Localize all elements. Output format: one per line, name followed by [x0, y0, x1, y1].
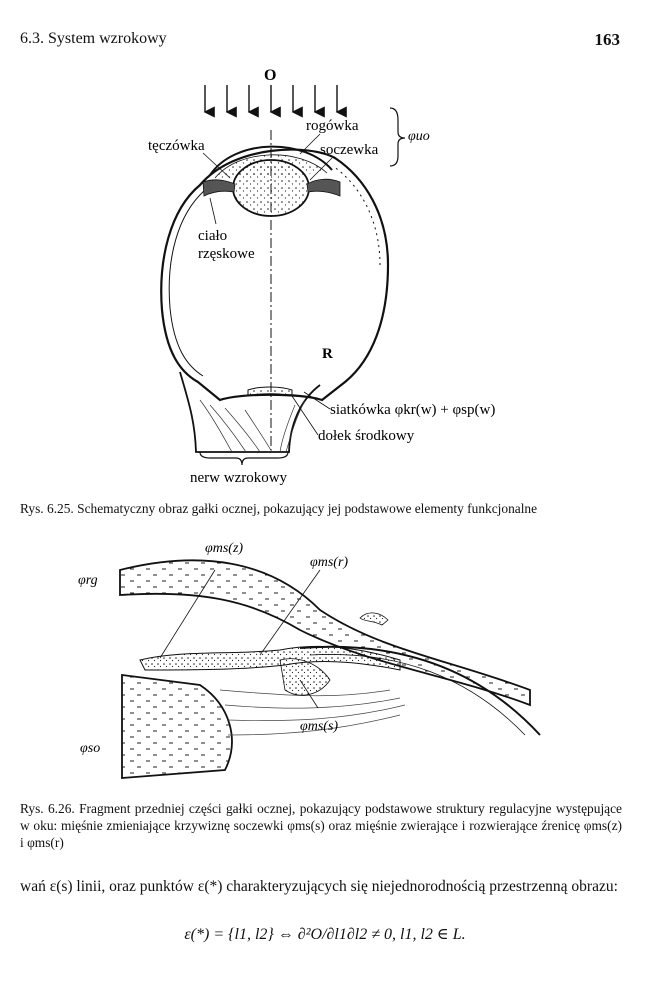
label-rzeskowe: rzęskowe [198, 246, 255, 262]
iris-right [306, 178, 341, 197]
cornea [209, 145, 333, 176]
label-phi-rg: φrg [78, 573, 98, 588]
label-phi-ms-z: φms(z) [205, 541, 243, 556]
figure-eye-schematic: O tęczówka rogówka soczewka φuo ciało rz… [148, 67, 495, 486]
body-paragraph: wań ε(s) linii, oraz punktów ε(*) charak… [20, 878, 618, 895]
iris-left [202, 179, 236, 197]
formula-line: ε(*) = {l1, l2} ⇔ ∂²O/∂l1∂l2 ≠ 0, l1, l2… [0, 924, 650, 968]
brace-uo [389, 107, 406, 167]
figure-anterior-fragment: φms(z) φms(r) φms(s) φrg φso [78, 541, 541, 779]
figure1-caption: Rys. 6.25. Schematyczny obraz gałki oczn… [20, 501, 538, 516]
label-rogowka: rogówka [306, 118, 359, 134]
nerve-fibers [199, 399, 306, 453]
label-dolek: dołek środkowy [318, 428, 415, 444]
brace-nerw [199, 451, 289, 466]
label-teczowka: tęczówka [148, 138, 205, 154]
label-siatkowka: siatkówka φkr(w) + φsp(w) [330, 402, 495, 418]
figure2-caption: Rys. 6.26. Fragment przedniej części gał… [20, 801, 622, 850]
sclera-tuft [359, 612, 389, 626]
label-phi-so: φso [80, 741, 100, 756]
section-title: 6.3. System wzrokowy [20, 30, 167, 47]
ciliary-process [279, 658, 331, 696]
ciliary-body [121, 673, 233, 779]
formula: ε(*) = {l1, l2} ⇔ ∂²O/∂l1∂l2 ≠ 0, l1, l2… [184, 926, 466, 943]
eyeball-outline [160, 148, 390, 402]
label-R: R [322, 346, 333, 362]
label-O: O [264, 67, 276, 84]
label-nerw: nerw wzrokowy [190, 470, 288, 486]
label-soczewka: soczewka [320, 142, 379, 158]
label-phi-uo: φuo [408, 129, 430, 144]
incident-light-arrows [203, 85, 347, 118]
iris-band [139, 645, 401, 671]
label-phi-ms-s: φms(s) [300, 719, 338, 734]
label-cialo: ciało [198, 228, 227, 244]
sclera-curve [299, 645, 541, 736]
ciliary-muscle-fibers [219, 689, 406, 736]
cornea-band [119, 559, 531, 707]
page-number: 163 [594, 30, 621, 49]
label-phi-ms-r: φms(r) [310, 555, 348, 570]
lens [232, 159, 310, 217]
page-header: 6.3. System wzrokowy 163 [20, 30, 620, 54]
